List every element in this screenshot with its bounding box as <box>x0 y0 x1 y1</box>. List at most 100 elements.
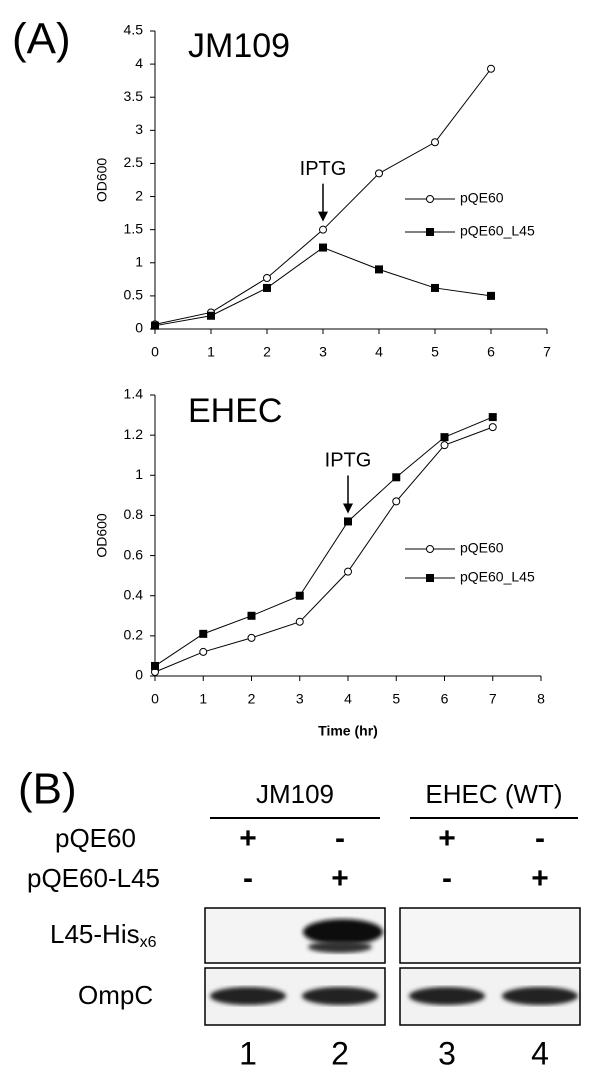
western-blot: JM109 EHEC (WT) pQE60 pQE60-L45 L45-Hisx… <box>27 779 581 1071</box>
series-line <box>154 426 493 673</box>
point <box>247 611 256 620</box>
y-tick-label: 3 <box>135 121 143 137</box>
group-label: JM109 <box>256 779 334 809</box>
legend-label: pQE60 <box>460 190 504 206</box>
y-axis-label: OD600 <box>94 513 110 558</box>
legend-label: pQE60_L45 <box>460 223 535 239</box>
y-tick-label: 4.5 <box>124 22 144 38</box>
group-label: EHEC (WT) <box>425 779 562 809</box>
y-tick-label: 0 <box>135 320 143 336</box>
band <box>308 941 372 953</box>
y-tick-label: 2.5 <box>124 154 144 170</box>
point <box>263 274 271 283</box>
lane-sign: - <box>442 862 452 895</box>
x-tick-label: 3 <box>319 344 327 360</box>
point <box>431 283 439 292</box>
series-line <box>154 416 493 667</box>
x-tick-label: 6 <box>487 344 495 360</box>
point <box>319 243 327 252</box>
point <box>247 633 256 642</box>
annotation: IPTG <box>300 158 347 180</box>
y-tick-label: 1 <box>135 466 143 482</box>
chart: EHEC 0 0.2 0.4 0.6 0.8 1 1.2 1.4 0 1 2 3 4 5 6 7 8 OD600 Ti… <box>94 386 545 739</box>
lane-number: 4 <box>531 1035 549 1071</box>
blot-frame <box>399 907 581 964</box>
x-tick-label: 6 <box>441 691 449 707</box>
point <box>392 497 401 506</box>
point <box>488 423 497 432</box>
lane-sign: + <box>331 862 349 895</box>
point <box>426 545 434 553</box>
y-tick-label: 1.5 <box>124 220 144 236</box>
y-tick-label: 4 <box>135 55 143 71</box>
x-tick-label: 5 <box>392 691 400 707</box>
point <box>426 195 434 203</box>
point <box>319 225 327 234</box>
y-tick-label: 0.4 <box>124 586 144 602</box>
point <box>344 567 352 576</box>
point <box>426 228 434 236</box>
point <box>151 321 159 330</box>
panel-label: (B) <box>18 765 77 814</box>
point <box>199 647 208 656</box>
x-tick-label: 5 <box>431 344 439 360</box>
band <box>303 919 383 945</box>
legend-label: pQE60_L45 <box>460 569 535 585</box>
point <box>488 413 497 422</box>
y-tick-label: 0.8 <box>124 506 144 522</box>
annotation-arrowhead <box>318 211 328 222</box>
lane-number: 3 <box>438 1035 456 1071</box>
lane-sign: + <box>239 822 257 855</box>
y-tick-label: 3.5 <box>124 88 144 104</box>
band <box>409 987 485 1005</box>
chart-title: JM109 <box>188 27 290 65</box>
point <box>487 291 495 300</box>
x-tick-label: 0 <box>151 344 159 360</box>
lane-sign: - <box>535 822 545 855</box>
point <box>263 283 271 292</box>
y-tick-label: 0.5 <box>124 287 144 303</box>
y-tick-label: 0.2 <box>124 627 144 643</box>
x-tick-label: 4 <box>344 691 352 707</box>
point <box>199 629 208 638</box>
band <box>502 987 578 1005</box>
point <box>295 591 304 600</box>
x-tick-label: 8 <box>537 691 545 707</box>
blot-label: OmpC <box>78 980 153 1010</box>
x-tick-label: 4 <box>375 344 383 360</box>
x-tick-label: 3 <box>296 691 304 707</box>
point <box>440 433 449 442</box>
x-axis-label: Time (hr) <box>318 723 378 739</box>
x-tick-label: 7 <box>543 344 551 360</box>
band <box>210 987 286 1005</box>
point <box>426 574 434 582</box>
x-tick-label: 1 <box>199 691 207 707</box>
row-label: pQE60 <box>55 823 136 853</box>
lane-number: 2 <box>331 1035 349 1071</box>
chart-title: EHEC <box>188 392 282 430</box>
lane-number: 1 <box>239 1035 257 1071</box>
point <box>344 517 352 526</box>
legend-label: pQE60 <box>460 540 504 556</box>
x-tick-label: 7 <box>489 691 497 707</box>
annotation: IPTG <box>325 450 372 472</box>
band <box>302 987 378 1005</box>
chart: JM109 0 0.5 1 1.5 2 2.5 3 3.5 4 4.5 0 1 2 3 4 5 6 7 OD600 pQ… <box>94 22 551 360</box>
blot-label-subscript: x6 <box>140 934 157 951</box>
lane-sign: + <box>531 862 549 895</box>
annotation-arrowhead <box>343 503 353 514</box>
point <box>375 169 383 178</box>
lane-sign: - <box>335 822 345 855</box>
x-tick-label: 0 <box>151 691 159 707</box>
y-tick-label: 1.2 <box>124 426 144 442</box>
lane-sign: - <box>243 862 253 895</box>
point <box>151 661 159 670</box>
x-tick-label: 2 <box>248 691 256 707</box>
point <box>392 473 401 482</box>
y-tick-label: 1 <box>135 253 143 269</box>
point <box>440 441 449 450</box>
point <box>431 138 439 147</box>
row-label: pQE60-L45 <box>27 863 160 893</box>
